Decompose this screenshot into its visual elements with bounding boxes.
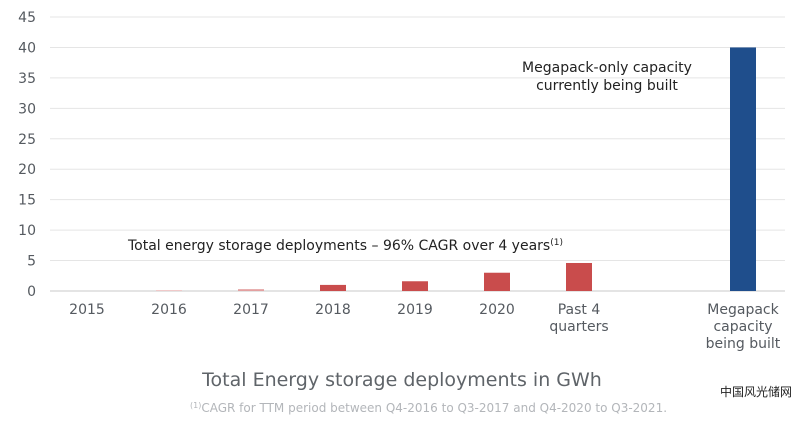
y-tick-label: 25: [18, 132, 36, 148]
x-tick-label: being built: [706, 336, 781, 352]
y-tick-label: 40: [18, 40, 36, 56]
bars: [156, 47, 756, 291]
bar-2017: [238, 289, 264, 291]
y-tick-label: 20: [18, 162, 36, 178]
cagr-annotation-text: Total energy storage deployments – 96% C…: [127, 238, 550, 254]
y-tick-label: 45: [18, 10, 36, 26]
bar-megapack-capacity-being-built: [730, 47, 756, 291]
y-tick-label: 15: [18, 193, 36, 209]
gridlines: [50, 16, 785, 292]
chart-title: Total Energy storage deployments in GWh: [201, 369, 602, 391]
megapack-annotation-line2: currently being built: [536, 78, 678, 94]
y-tick-label: 30: [18, 101, 36, 117]
bar-past-4-quarters: [566, 262, 592, 291]
y-tick-label: 5: [27, 254, 36, 270]
y-tick-label: 35: [18, 71, 36, 87]
x-tick-label: 2020: [479, 302, 515, 318]
x-tick-label: 2017: [233, 302, 269, 318]
x-tick-label: Megapack: [707, 302, 779, 318]
y-tick-label: 0: [27, 284, 36, 300]
footnote: (1)CAGR for TTM period between Q4-2016 t…: [190, 401, 667, 415]
cagr-annotation-sup: (1): [550, 238, 563, 248]
x-tick-label: capacity: [713, 319, 772, 335]
x-tick-label: Past 4: [558, 302, 601, 318]
x-tick-label: 2018: [315, 302, 351, 318]
x-tick-label: 2019: [397, 302, 433, 318]
y-tick-label: 10: [18, 223, 36, 239]
bar-2019: [402, 281, 428, 291]
megapack-annotation-line1: Megapack-only capacity: [522, 60, 692, 76]
footnote-sup: (1): [190, 401, 201, 410]
bar-2020: [484, 272, 510, 291]
bar-2016: [156, 290, 182, 291]
y-axis-ticks: 0 5 10 15 20 25 30 35 40 45: [18, 10, 36, 300]
x-tick-label: 2016: [151, 302, 187, 318]
cagr-annotation: Total energy storage deployments – 96% C…: [127, 238, 563, 254]
x-tick-label: 2015: [69, 302, 105, 318]
bar-2018: [320, 284, 346, 291]
x-tick-label: quarters: [549, 319, 608, 335]
watermark: 中国风光储网: [720, 384, 792, 399]
footnote-text: CAGR for TTM period between Q4-2016 to Q…: [201, 401, 667, 415]
